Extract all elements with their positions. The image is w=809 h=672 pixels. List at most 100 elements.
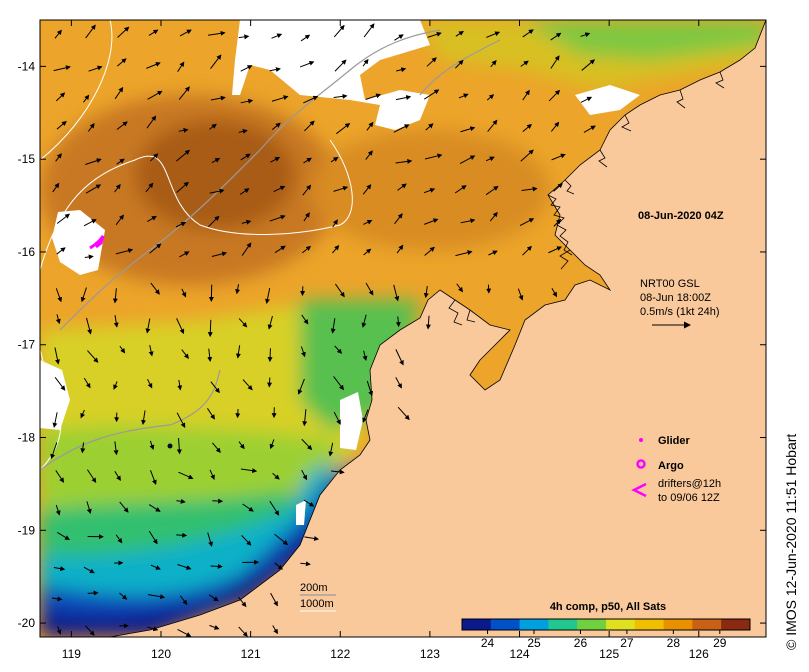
current-vector [331, 469, 345, 475]
current-vector [297, 378, 305, 395]
current-vector [336, 123, 351, 135]
current-vector [55, 470, 65, 483]
colorbar-swatch [577, 619, 607, 630]
lat-tick-label: -14 [18, 59, 36, 73]
colorbar-tick-label: 28 [667, 636, 681, 650]
current-vector [460, 218, 476, 224]
lon-tick-label: 125 [599, 647, 619, 661]
current-vector [334, 345, 343, 354]
current-vector [179, 251, 190, 258]
current-vector [333, 24, 345, 38]
lon-tick-label: 119 [62, 647, 81, 661]
current-vector [269, 439, 275, 450]
drifter-legend-line2: to 09/06 12Z [658, 492, 720, 504]
current-vector [274, 245, 286, 254]
lon-tick-label: 121 [241, 647, 261, 661]
current-vector [301, 314, 309, 325]
current-vector [550, 32, 562, 41]
argo-legend-symbol [636, 459, 646, 469]
current-vector [53, 65, 71, 72]
current-vector [148, 530, 158, 545]
current-vector [273, 185, 286, 192]
current-vector [52, 412, 58, 428]
current-vector [113, 315, 119, 328]
current-vector [553, 183, 563, 192]
current-vector [330, 156, 339, 163]
current-vector [210, 95, 226, 101]
current-vector [423, 218, 439, 225]
bathymetry-contours [40, 20, 501, 471]
current-vector [267, 377, 273, 388]
current-vector [333, 185, 349, 192]
current-vector [177, 628, 192, 637]
current-vector [114, 86, 124, 100]
current-vector [238, 34, 250, 40]
current-vector [486, 31, 501, 38]
current-vector [395, 95, 412, 101]
current-vector [242, 503, 254, 512]
current-vector [395, 316, 401, 328]
current-vector [178, 86, 190, 100]
contour-200m [419, 39, 501, 96]
current-vector [485, 185, 499, 196]
current-vector [361, 314, 367, 328]
current-vector [271, 95, 289, 102]
current-vector [211, 158, 221, 164]
current-vector [303, 499, 315, 507]
colorbar-title: 4h comp, p50, All Sats [550, 601, 666, 613]
current-vector [175, 221, 187, 228]
current-vector [80, 409, 86, 419]
current-vector [150, 564, 161, 570]
marker-legend: Glider Argo drifters@12h to 09/06 12Z [631, 435, 721, 504]
current-vector [270, 592, 278, 607]
current-legend-line1: NRT00 GSL [640, 278, 700, 290]
colorbar-swatch [519, 619, 549, 630]
depth-legend-200m: 200m [300, 582, 328, 594]
colorbar-swatch [692, 619, 722, 630]
current-vector [178, 471, 194, 480]
current-vector [208, 594, 219, 602]
current-vector [238, 441, 245, 450]
current-vector [176, 438, 182, 455]
current-vector [238, 626, 248, 637]
current-vector [86, 469, 97, 483]
no-data-patches [40, 20, 640, 525]
current-vector [303, 212, 310, 222]
current-vector [145, 318, 151, 334]
current-vector [209, 469, 215, 480]
current-vector [550, 121, 560, 132]
current-vector [87, 350, 99, 363]
current-vector [487, 119, 498, 132]
lon-tick-label: 123 [420, 647, 440, 661]
current-vector [83, 219, 97, 227]
current-vector [149, 153, 159, 162]
current-vector [239, 188, 250, 195]
current-vector [149, 440, 155, 451]
colorbar-swatch [634, 619, 665, 630]
current-vector [490, 60, 497, 68]
current-vector [455, 250, 473, 257]
current-vector [207, 408, 215, 420]
lon-tick-label: 126 [689, 647, 709, 661]
map-plot-area[interactable] [40, 20, 766, 637]
current-vector [83, 566, 95, 574]
contour-200m [59, 29, 441, 331]
current-vector [209, 123, 217, 130]
timestamp-label: 08-Jun-2020 04Z [638, 210, 724, 222]
current-vector [332, 244, 340, 254]
current-vector [267, 315, 273, 330]
current-vector [363, 219, 373, 225]
current-vector [366, 121, 374, 131]
current-vector [52, 182, 60, 193]
current-vector [87, 590, 99, 596]
current-vector [522, 123, 532, 133]
current-vector [115, 248, 134, 255]
current-vector [454, 185, 467, 194]
current-vector [177, 379, 183, 391]
current-vector [56, 247, 66, 255]
glider-track [89, 235, 105, 250]
current-vector [240, 98, 254, 104]
current-vector [366, 380, 374, 397]
colorbar-tick-label: 27 [620, 636, 634, 650]
